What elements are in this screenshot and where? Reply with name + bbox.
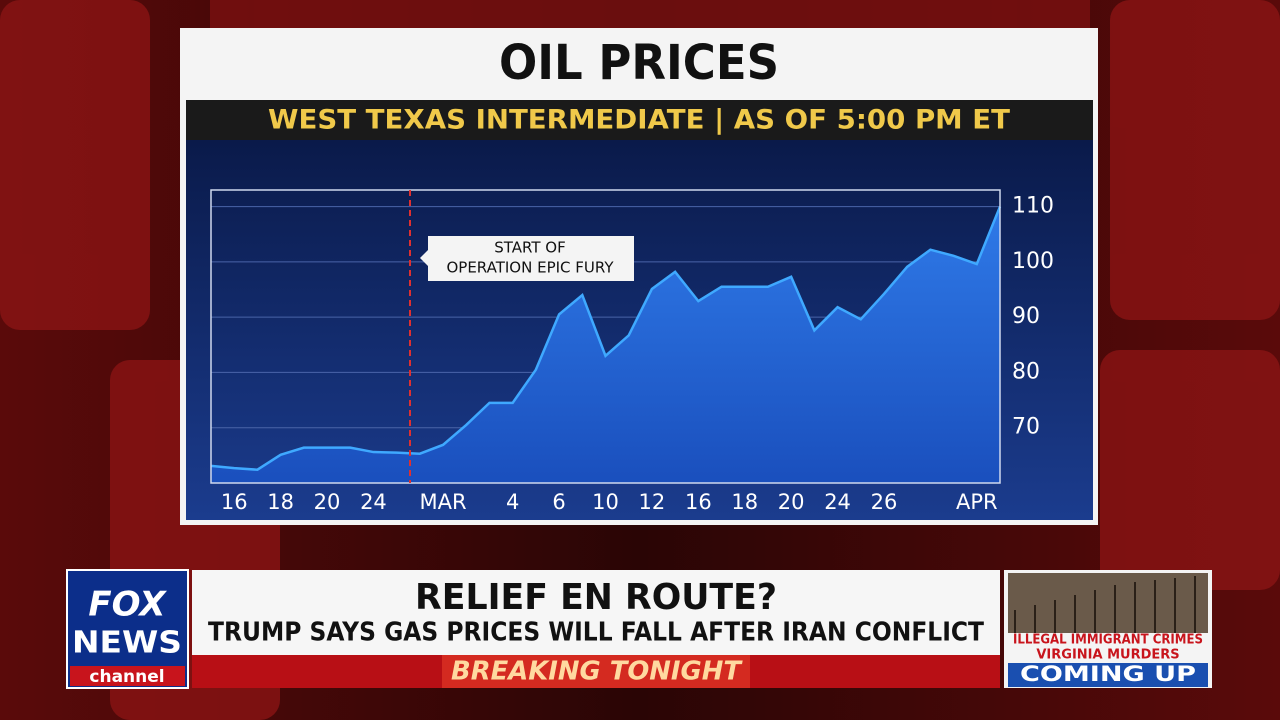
teaser-image	[1008, 573, 1208, 633]
x-tick-label: 18	[731, 490, 758, 514]
y-tick-label: 110	[1012, 194, 1054, 219]
x-tick-label: 4	[506, 490, 519, 514]
x-tick-label: 24	[360, 490, 387, 514]
x-tick-label: 24	[824, 490, 851, 514]
x-tick-label: 6	[552, 490, 565, 514]
logo-band	[70, 666, 185, 686]
annotation: OPERATION EPIC FURY	[446, 259, 614, 277]
teaser-label-band	[1008, 663, 1208, 687]
annotation: START OF	[494, 239, 565, 257]
chart-subtitle: WEST TEXAS INTERMEDIATE | AS OF 5:00 PM …	[268, 105, 1011, 136]
x-tick-label: MAR	[420, 490, 467, 514]
teaser-line: ILLEGAL IMMIGRANT CRIMES	[1013, 633, 1203, 648]
line	[210, 206, 1002, 472]
headline-band	[192, 570, 1000, 655]
x-tick-label: 10	[592, 490, 619, 514]
headline: RELIEF EN ROUTE?	[415, 577, 777, 618]
banner-highlight	[442, 655, 750, 688]
x-tick-label: 20	[314, 490, 341, 514]
x-tick-label: 18	[267, 490, 294, 514]
subtitle-bar	[186, 100, 1093, 140]
banner: BREAKING TONIGHT	[451, 657, 743, 687]
logo-text: NEWS	[72, 626, 182, 661]
teaser-label: COMING UP	[1020, 662, 1196, 686]
teaser-line: VIRGINIA MURDERS	[1036, 648, 1179, 663]
x-tick-label: 16	[221, 490, 248, 514]
y-tick-label: 80	[1012, 359, 1040, 384]
x-tick-label: 12	[639, 490, 666, 514]
plot	[210, 206, 1002, 483]
subheadline: TRUMP SAYS GAS PRICES WILL FALL AFTER IR…	[208, 618, 984, 648]
logo-text: channel	[89, 667, 164, 687]
teaser-image-fence	[1014, 576, 1196, 633]
logo-text: FOX	[88, 585, 167, 625]
annotation-box	[420, 236, 634, 281]
chart-title: OIL PRICES	[499, 35, 779, 91]
x-tick-label: 16	[685, 490, 712, 514]
y-tick-label: 100	[1012, 249, 1054, 274]
plot-frame	[210, 189, 1001, 484]
y-tick-label: 90	[1012, 304, 1040, 329]
x-tick-label: 26	[871, 490, 898, 514]
area	[211, 206, 1000, 483]
x-tick-label: APR	[956, 490, 998, 514]
x-tick-label: 20	[778, 490, 805, 514]
y-tick-label: 70	[1012, 415, 1040, 440]
